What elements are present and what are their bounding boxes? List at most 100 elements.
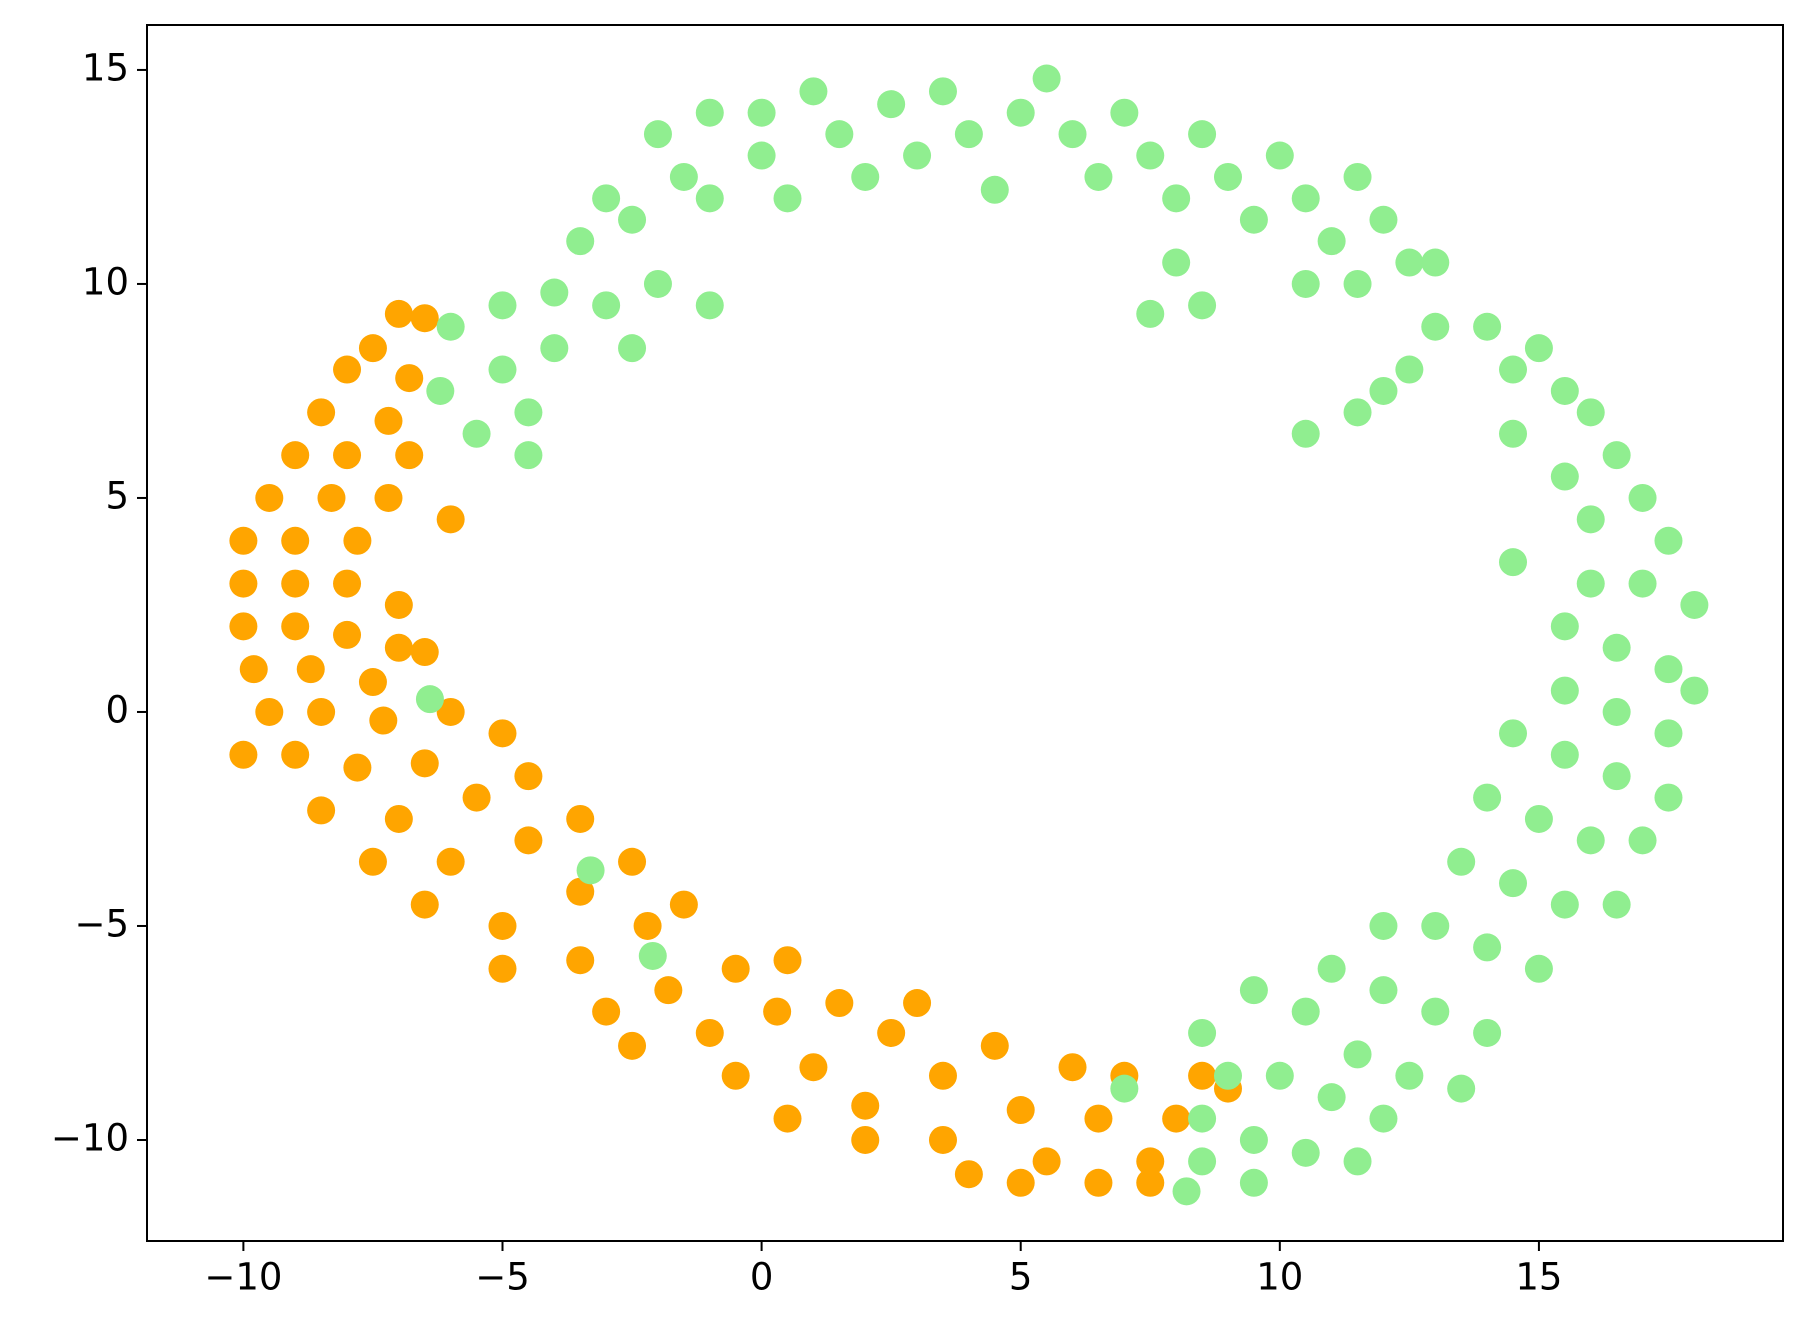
scatter-point	[1473, 933, 1502, 962]
scatter-point	[747, 141, 776, 170]
scatter-point	[317, 483, 346, 512]
scatter-point	[1239, 1168, 1268, 1197]
scatter-point	[851, 1091, 880, 1120]
scatter-point	[1550, 676, 1579, 705]
scatter-point	[1524, 954, 1553, 983]
scatter-point	[1188, 1018, 1217, 1047]
scatter-point	[281, 526, 310, 555]
scatter-point	[1162, 1104, 1191, 1133]
scatter-point	[638, 941, 667, 970]
scatter-point	[229, 526, 258, 555]
scatter-point	[1628, 826, 1657, 855]
scatter-point	[1395, 1061, 1424, 1090]
scatter-point	[1291, 184, 1320, 213]
scatter-point	[1602, 441, 1631, 470]
scatter-point	[307, 398, 336, 427]
scatter-point	[1473, 1018, 1502, 1047]
scatter-point	[1524, 804, 1553, 833]
scatter-point	[799, 77, 828, 106]
scatter-point	[333, 569, 362, 598]
plot-frame	[146, 24, 1784, 1242]
scatter-point	[1395, 248, 1424, 277]
scatter-point	[426, 376, 455, 405]
scatter-point	[1265, 141, 1294, 170]
scatter-point	[877, 90, 906, 119]
scatter-point	[395, 441, 424, 470]
scatter-point	[436, 505, 465, 534]
scatter-point	[1576, 505, 1605, 534]
scatter-point	[851, 162, 880, 191]
y-tick-label: −10	[51, 1116, 129, 1159]
scatter-point	[307, 697, 336, 726]
scatter-point	[462, 783, 491, 812]
scatter-point	[1136, 1147, 1165, 1176]
scatter-point	[618, 1031, 647, 1060]
scatter-point	[1576, 826, 1605, 855]
scatter-point	[514, 826, 543, 855]
scatter-point	[566, 946, 595, 975]
scatter-point	[1239, 1125, 1268, 1154]
scatter-point	[1058, 1053, 1087, 1082]
scatter-point	[296, 655, 325, 684]
scatter-point	[488, 719, 517, 748]
y-tick-label: 0	[105, 688, 129, 731]
scatter-point	[695, 291, 724, 320]
scatter-point	[799, 1053, 828, 1082]
scatter-point	[592, 997, 621, 1026]
scatter-point	[1239, 205, 1268, 234]
scatter-point	[1006, 98, 1035, 127]
scatter-point	[1602, 697, 1631, 726]
scatter-point	[369, 706, 398, 735]
scatter-point	[1602, 633, 1631, 662]
scatter-point	[1084, 1104, 1113, 1133]
scatter-point	[514, 398, 543, 427]
x-tick-label: 15	[1515, 1256, 1562, 1299]
scatter-point	[566, 227, 595, 256]
scatter-point	[462, 419, 491, 448]
scatter-point	[773, 946, 802, 975]
scatter-point	[1369, 911, 1398, 940]
scatter-point	[1499, 548, 1528, 577]
scatter-point	[255, 483, 284, 512]
x-tick-label: −5	[475, 1256, 530, 1299]
scatter-point	[669, 162, 698, 191]
x-tick-label: −10	[204, 1256, 282, 1299]
scatter-point	[1032, 1147, 1061, 1176]
scatter-point	[410, 304, 439, 333]
scatter-point	[825, 989, 854, 1018]
scatter-point	[1421, 312, 1450, 341]
scatter-point	[1473, 312, 1502, 341]
scatter-point	[1006, 1168, 1035, 1197]
scatter-point	[1343, 1147, 1372, 1176]
scatter-point	[358, 668, 387, 697]
scatter-point	[488, 291, 517, 320]
scatter-point	[1239, 976, 1268, 1005]
scatter-point	[1188, 120, 1217, 149]
scatter-point	[1576, 398, 1605, 427]
scatter-point	[1421, 248, 1450, 277]
scatter-point	[1343, 398, 1372, 427]
scatter-point	[1628, 483, 1657, 512]
scatter-point	[384, 590, 413, 619]
scatter-point	[343, 753, 372, 782]
scatter-point	[1602, 762, 1631, 791]
scatter-point	[410, 638, 439, 667]
scatter-point	[1654, 719, 1683, 748]
scatter-point	[903, 989, 932, 1018]
scatter-point	[1680, 590, 1709, 619]
scatter-point	[669, 890, 698, 919]
scatter-point	[540, 334, 569, 363]
y-tick-label: 10	[82, 260, 129, 303]
scatter-point	[1680, 676, 1709, 705]
scatter-point	[1136, 1168, 1165, 1197]
scatter-point	[1628, 569, 1657, 598]
scatter-point	[643, 269, 672, 298]
scatter-point	[540, 278, 569, 307]
scatter-point	[1550, 890, 1579, 919]
scatter-point	[851, 1125, 880, 1154]
scatter-point	[1006, 1096, 1035, 1125]
scatter-point	[229, 740, 258, 769]
scatter-point	[1172, 1177, 1201, 1206]
scatter-point	[618, 847, 647, 876]
